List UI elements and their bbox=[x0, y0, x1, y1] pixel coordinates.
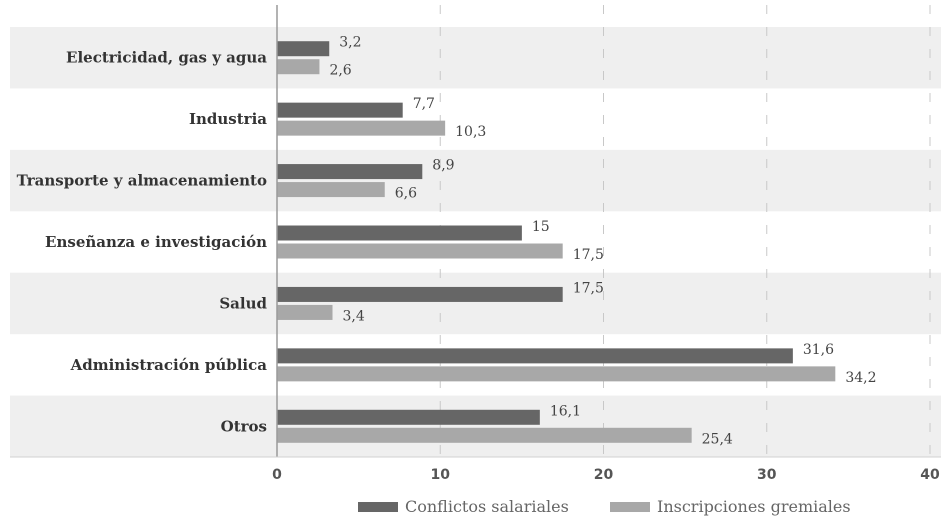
bar-conflictos-salariales bbox=[277, 41, 330, 57]
x-tick-label: 10 bbox=[431, 467, 451, 483]
category-label: Electricidad, gas y agua bbox=[66, 49, 267, 67]
legend-label: Conflictos salariales bbox=[405, 497, 569, 516]
bar-conflictos-salariales bbox=[277, 409, 540, 425]
x-tick-label: 40 bbox=[920, 467, 940, 483]
bar-conflictos-salariales bbox=[277, 286, 563, 302]
legend: Conflictos salariales Inscripciones gremi… bbox=[358, 497, 851, 516]
data-label: 2,6 bbox=[329, 63, 351, 79]
category-band bbox=[10, 272, 941, 335]
category-band bbox=[10, 149, 941, 212]
data-label: 25,4 bbox=[702, 431, 733, 447]
x-axis: 0 10 20 30 40 bbox=[10, 5, 941, 483]
category-labels: Electricidad, gas y agua Industria Transpo… bbox=[17, 49, 268, 436]
bar-inscripciones-gremiales bbox=[277, 182, 385, 198]
bar-conflictos-salariales bbox=[277, 164, 423, 180]
category-label: Enseñanza e investigación bbox=[45, 233, 267, 251]
bar-inscripciones-gremiales bbox=[277, 427, 692, 443]
category-band bbox=[10, 395, 941, 458]
data-label: 10,3 bbox=[455, 124, 486, 140]
data-label: 3,4 bbox=[343, 308, 365, 324]
data-label: 34,2 bbox=[845, 370, 876, 386]
data-label: 7,7 bbox=[413, 96, 435, 112]
bar-inscripciones-gremiales bbox=[277, 366, 836, 382]
data-label: 17,5 bbox=[573, 247, 604, 263]
data-label: 17,5 bbox=[573, 280, 604, 296]
legend-swatch bbox=[610, 502, 650, 513]
category-label: Administración pública bbox=[70, 356, 268, 374]
data-label: 6,6 bbox=[395, 186, 417, 202]
category-bands bbox=[10, 27, 941, 458]
category-band bbox=[10, 27, 941, 89]
data-label: 8,9 bbox=[432, 158, 454, 174]
legend-label: Inscripciones gremiales bbox=[657, 497, 851, 516]
data-label: 31,6 bbox=[803, 342, 834, 358]
bar-inscripciones-gremiales bbox=[277, 304, 333, 320]
x-tick-label: 20 bbox=[594, 467, 614, 483]
data-label: 16,1 bbox=[550, 403, 581, 419]
bar-conflictos-salariales bbox=[277, 348, 793, 364]
bars bbox=[277, 41, 836, 443]
bar-inscripciones-gremiales bbox=[277, 243, 563, 259]
bar-conflictos-salariales bbox=[277, 102, 403, 118]
data-label: 15 bbox=[532, 219, 550, 235]
bar-inscripciones-gremiales bbox=[277, 59, 320, 75]
bar-conflictos-salariales bbox=[277, 225, 522, 241]
category-label: Otros bbox=[221, 417, 267, 435]
category-label: Transporte y almacenamiento bbox=[17, 172, 267, 190]
category-label: Salud bbox=[219, 294, 267, 312]
x-tick-label: 30 bbox=[757, 467, 777, 483]
bar-inscripciones-gremiales bbox=[277, 120, 446, 136]
legend-swatch bbox=[358, 502, 398, 513]
data-label: 3,2 bbox=[339, 35, 361, 51]
category-label: Industria bbox=[189, 110, 267, 128]
x-tick-label: 0 bbox=[272, 467, 282, 483]
value-labels: 3,2 2,6 7,7 10,3 8,9 6,6 15 17,5 17,5 3,4 31,6 34,2… bbox=[329, 35, 876, 448]
